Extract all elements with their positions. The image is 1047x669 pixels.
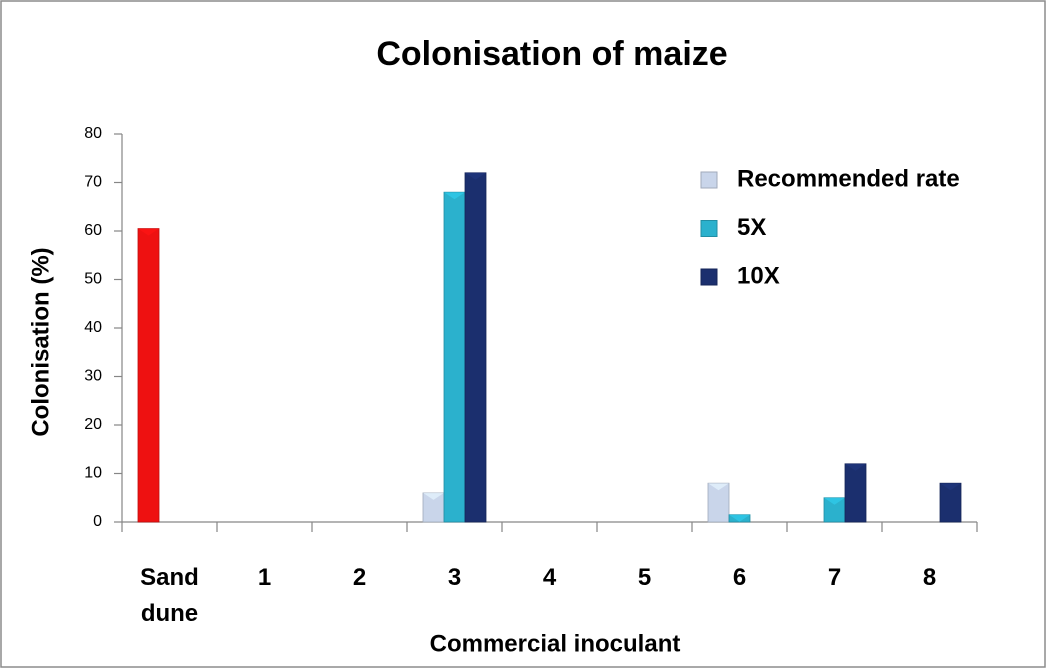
- bar-bevel: [708, 483, 729, 491]
- bar: [137, 228, 160, 523]
- x-tick-label: 4: [542, 564, 557, 591]
- y-axis-label: Colonisation (%): [27, 247, 54, 436]
- bar-bevel: [824, 497, 845, 505]
- x-tick-label: 5: [637, 564, 652, 591]
- bar-group: [844, 463, 867, 523]
- bar-bevel: [423, 492, 444, 500]
- legend-swatch: [700, 268, 718, 286]
- bar-group: [823, 497, 846, 523]
- bar-bevel: [444, 192, 465, 200]
- y-tick-label: 40: [84, 319, 102, 336]
- bar: [844, 463, 867, 523]
- x-axis-label: Commercial inoculant: [430, 630, 681, 657]
- y-tick-label: 30: [84, 368, 102, 385]
- x-tick-label: 1: [257, 564, 272, 591]
- chart-title: Colonisation of maize: [376, 35, 727, 73]
- bar-group: [464, 172, 487, 523]
- bar-bevel: [940, 483, 961, 491]
- y-tick-label: 0: [93, 513, 102, 530]
- bar-group: [422, 492, 445, 523]
- x-tick-label: 2: [352, 564, 367, 591]
- bar-bevel: [845, 463, 866, 471]
- legend-label: Recommended rate: [737, 165, 960, 192]
- y-tick-label: 50: [84, 271, 102, 288]
- bar-group: [137, 228, 160, 523]
- y-tick-label: 10: [84, 465, 102, 482]
- legend-label: 5X: [737, 214, 766, 241]
- x-tick-label: 3: [447, 564, 462, 591]
- y-tick-label: 70: [84, 174, 102, 191]
- y-tick-label: 60: [84, 222, 102, 239]
- bar: [464, 172, 487, 523]
- y-tick-label: 20: [84, 416, 102, 433]
- legend-swatch: [700, 171, 718, 189]
- bar-bevel: [729, 514, 750, 522]
- bar-bevel: [138, 228, 159, 236]
- y-tick-label: 80: [84, 125, 102, 142]
- legend-swatch: [700, 220, 718, 237]
- bar-group: [707, 482, 730, 523]
- x-tick-label: 6: [732, 564, 747, 591]
- x-tick-label: 8: [922, 564, 937, 591]
- bar: [443, 191, 466, 523]
- x-tick-label: Sand dune: [140, 564, 199, 627]
- bar-group: [939, 482, 962, 523]
- bar-group: [728, 514, 751, 523]
- legend-label: 10X: [737, 262, 780, 289]
- bar-bevel: [465, 172, 486, 180]
- x-tick-label: 7: [827, 564, 842, 591]
- bar-group: [443, 191, 466, 523]
